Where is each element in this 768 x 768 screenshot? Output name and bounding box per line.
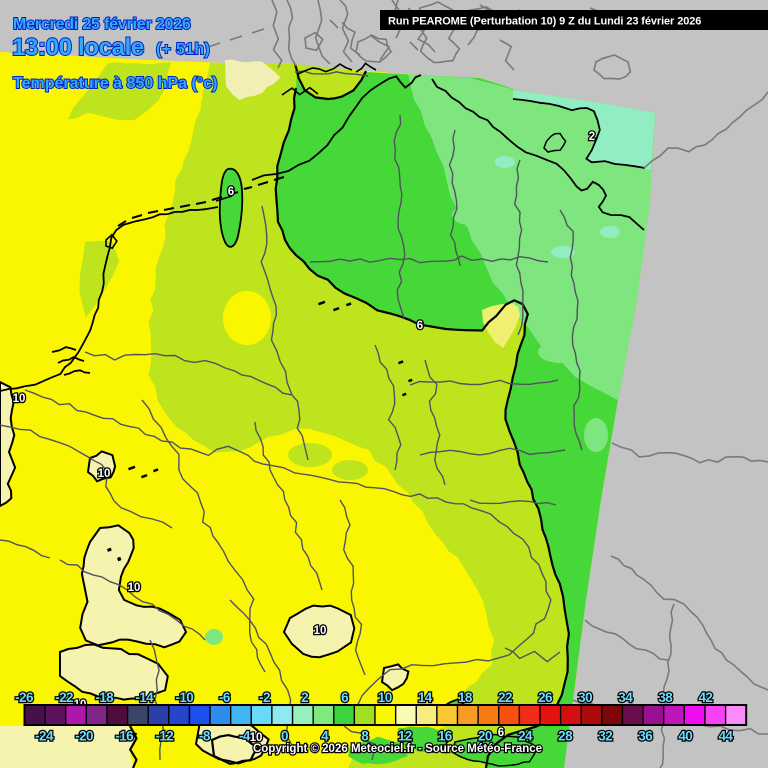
svg-text:24: 24 <box>518 729 533 744</box>
svg-text:10: 10 <box>250 732 263 744</box>
svg-text:36: 36 <box>638 729 653 744</box>
svg-text:13:00 locale: 13:00 locale <box>12 34 144 61</box>
svg-text:-4: -4 <box>239 729 251 744</box>
svg-text:10: 10 <box>13 393 26 405</box>
svg-text:(+ 51h): (+ 51h) <box>156 41 210 58</box>
svg-text:6: 6 <box>498 727 504 739</box>
svg-text:14: 14 <box>418 690 433 705</box>
svg-text:-12: -12 <box>155 729 173 744</box>
svg-text:12: 12 <box>398 729 412 744</box>
svg-text:10: 10 <box>128 582 141 594</box>
svg-text:4: 4 <box>321 729 329 744</box>
svg-text:40: 40 <box>678 729 692 744</box>
svg-text:-16: -16 <box>115 729 134 744</box>
svg-text:-8: -8 <box>199 729 211 744</box>
svg-text:10: 10 <box>314 625 327 637</box>
svg-text:10: 10 <box>98 468 111 480</box>
svg-text:2: 2 <box>589 131 595 143</box>
svg-text:44: 44 <box>718 729 733 744</box>
svg-text:20: 20 <box>478 729 492 744</box>
svg-text:2: 2 <box>301 690 308 705</box>
svg-text:-14: -14 <box>135 690 154 705</box>
svg-text:28: 28 <box>558 729 573 744</box>
svg-text:16: 16 <box>438 729 453 744</box>
svg-text:34: 34 <box>618 690 633 705</box>
svg-text:Copyright © 2026 Meteociel.fr: Copyright © 2026 Meteociel.fr - Source M… <box>253 743 542 755</box>
svg-text:-6: -6 <box>219 690 231 705</box>
svg-text:-24: -24 <box>35 729 54 744</box>
svg-text:Température à 850 hPa (°c): Température à 850 hPa (°c) <box>13 75 217 92</box>
svg-text:0: 0 <box>281 729 288 744</box>
svg-text:-20: -20 <box>75 729 93 744</box>
svg-text:6: 6 <box>417 320 423 332</box>
svg-text:6: 6 <box>341 690 349 705</box>
svg-text:Mercredi 25 février 2026: Mercredi 25 février 2026 <box>13 16 191 33</box>
svg-text:8: 8 <box>361 729 369 744</box>
svg-text:22: 22 <box>498 690 512 705</box>
svg-text:26: 26 <box>538 690 553 705</box>
svg-text:-10: -10 <box>175 690 193 705</box>
svg-text:32: 32 <box>598 729 612 744</box>
svg-text:42: 42 <box>698 690 712 705</box>
svg-text:-22: -22 <box>55 690 73 705</box>
svg-text:-18: -18 <box>95 690 114 705</box>
svg-text:6: 6 <box>228 186 234 198</box>
svg-text:Run PEAROME (Perturbation 10): Run PEAROME (Perturbation 10) 9 Z du Lun… <box>388 16 701 28</box>
svg-text:30: 30 <box>578 690 592 705</box>
svg-text:-26: -26 <box>15 690 34 705</box>
svg-text:18: 18 <box>458 690 473 705</box>
svg-text:10: 10 <box>378 690 392 705</box>
svg-text:38: 38 <box>658 690 673 705</box>
svg-text:-2: -2 <box>259 690 270 705</box>
